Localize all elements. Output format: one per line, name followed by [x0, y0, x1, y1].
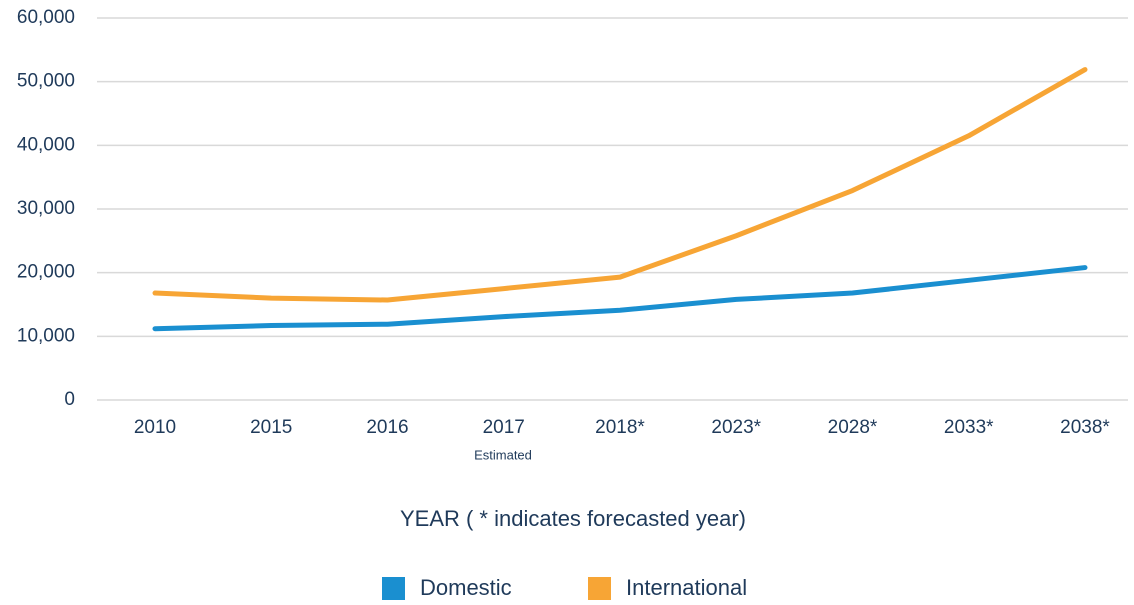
y-tick-label: 60,000	[17, 7, 75, 28]
x-tick-label: 2015	[250, 417, 292, 438]
annotation: Estimated	[474, 447, 532, 462]
legend-label: International	[626, 575, 747, 600]
x-tick-label: 2028*	[828, 417, 878, 438]
line	[152, 67, 1088, 303]
x-axis-label: YEAR ( * indicates forecasted year)	[400, 506, 746, 531]
x-tick-label: 2018*	[595, 417, 645, 438]
x-tick-label: 2023*	[711, 417, 761, 438]
x-tick-label: 2010	[134, 417, 176, 438]
legend-swatch	[382, 577, 405, 600]
y-tick-label: 20,000	[17, 262, 75, 283]
line	[152, 265, 1088, 332]
x-tick-label: 2017	[483, 417, 525, 438]
y-tick-label: 10,000	[17, 325, 75, 346]
y-tick-label: 30,000	[17, 198, 75, 219]
x-tick-label: 2038*	[1060, 417, 1110, 438]
legend-label: Domestic	[420, 575, 512, 600]
legend-swatch	[588, 577, 611, 600]
x-tick-label: 2016	[366, 417, 408, 438]
y-tick-label: 50,000	[17, 71, 75, 92]
y-tick-label: 40,000	[17, 134, 75, 155]
y-tick-label: 0	[64, 389, 75, 410]
x-tick-label: 2033*	[944, 417, 994, 438]
